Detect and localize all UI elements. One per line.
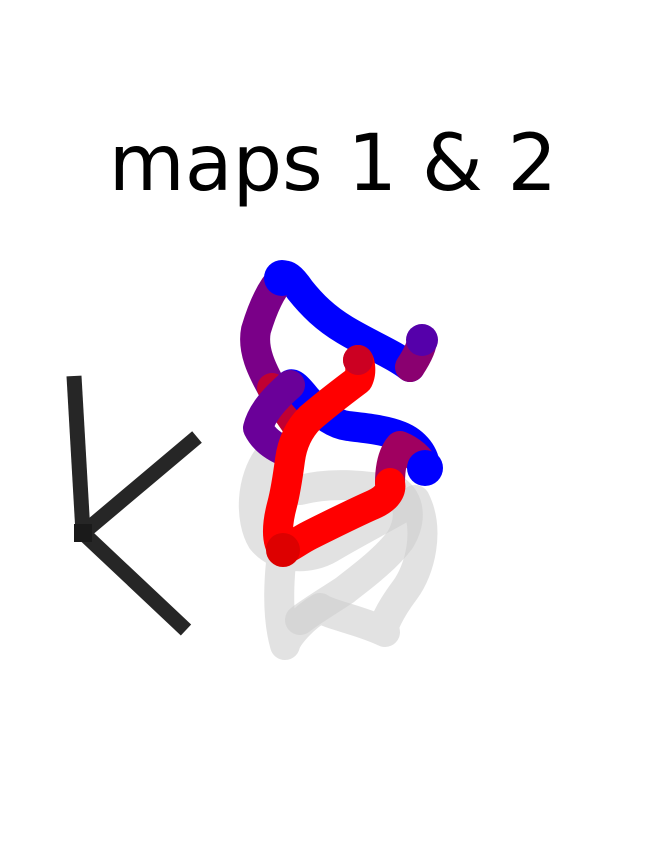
lower-red-z (263, 345, 406, 565)
endpoint-red-bottom (266, 533, 300, 567)
endpoint-top (264, 260, 300, 296)
endpoint-right-upper (406, 324, 438, 356)
tripod-axis-up (66, 375, 91, 534)
lower-trajectory (243, 345, 440, 565)
shadow-loop-inner (285, 470, 423, 635)
tripod-origin (74, 524, 92, 542)
trajectory-endpoints (264, 260, 443, 567)
lower-purple-link (243, 370, 305, 465)
tripod-axis-right (78, 431, 202, 539)
figure-title: maps 1 & 2 (109, 119, 557, 209)
endpoint-red-top (343, 345, 373, 375)
axes-tripod-icon (66, 375, 202, 636)
endpoint-right-lower (407, 450, 443, 486)
tripod-axis-down (77, 527, 192, 636)
